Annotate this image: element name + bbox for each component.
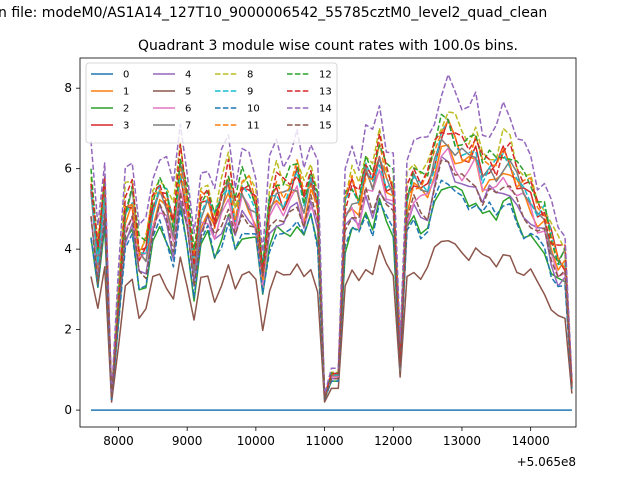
legend-label-8: 8: [247, 70, 253, 81]
plot-frame: [79, 57, 577, 428]
series-line-15: [90, 159, 573, 400]
x-tick-label: 12000: [374, 434, 412, 448]
legend-label-11: 11: [247, 121, 260, 132]
legend-label-2: 2: [123, 104, 129, 115]
figure-suptitle: n file: modeM0/AS1A14_127T10_9000006542_…: [0, 5, 547, 21]
legend-label-7: 7: [185, 121, 191, 132]
y-tick-label: 6: [64, 162, 72, 176]
legend-label-5: 5: [185, 87, 191, 98]
legend-label-1: 1: [123, 87, 129, 98]
x-tick-label: 8000: [103, 434, 134, 448]
legend-label-6: 6: [185, 104, 191, 115]
y-tick-label: 4: [64, 242, 72, 256]
series-line-5: [90, 239, 573, 403]
legend-label-4: 4: [185, 70, 191, 81]
y-tick-label: 8: [64, 81, 72, 95]
y-tick-label: 0: [64, 403, 72, 417]
x-tick-label: 14000: [512, 434, 550, 448]
legend-label-9: 9: [247, 87, 253, 98]
legend-label-3: 3: [123, 121, 129, 132]
legend-label-10: 10: [247, 104, 260, 115]
legend-label-12: 12: [319, 70, 332, 81]
chart-title: Quadrant 3 module wise count rates with …: [138, 38, 518, 54]
x-tick-label: 11000: [305, 434, 343, 448]
x-tick-label: 13000: [443, 434, 481, 448]
series-layer: [90, 73, 573, 411]
legend-label-15: 15: [319, 121, 332, 132]
y-tick-label: 2: [64, 323, 72, 337]
series-line-10: [90, 179, 573, 400]
legend-label-13: 13: [319, 87, 332, 98]
x-tick-label: 9000: [172, 434, 203, 448]
y-axis: 0 2 4 6 8: [64, 81, 80, 417]
legend-frame: [85, 62, 338, 144]
series-line-14: [90, 73, 573, 396]
x-offset-label: +5.065e8: [517, 455, 576, 469]
x-tick-label: 10000: [237, 434, 275, 448]
legend-label-14: 14: [319, 104, 332, 115]
series-line-13: [90, 131, 573, 398]
plot-area: 8000 9000 10000 11000 12000 13000 14000 02468 …: [64, 57, 577, 448]
legend-label-0: 0: [123, 70, 129, 81]
x-axis: 8000 9000 10000 11000 12000 13000 14000: [103, 427, 550, 448]
series-line-8: [90, 111, 573, 397]
series-line-12: [90, 113, 573, 398]
